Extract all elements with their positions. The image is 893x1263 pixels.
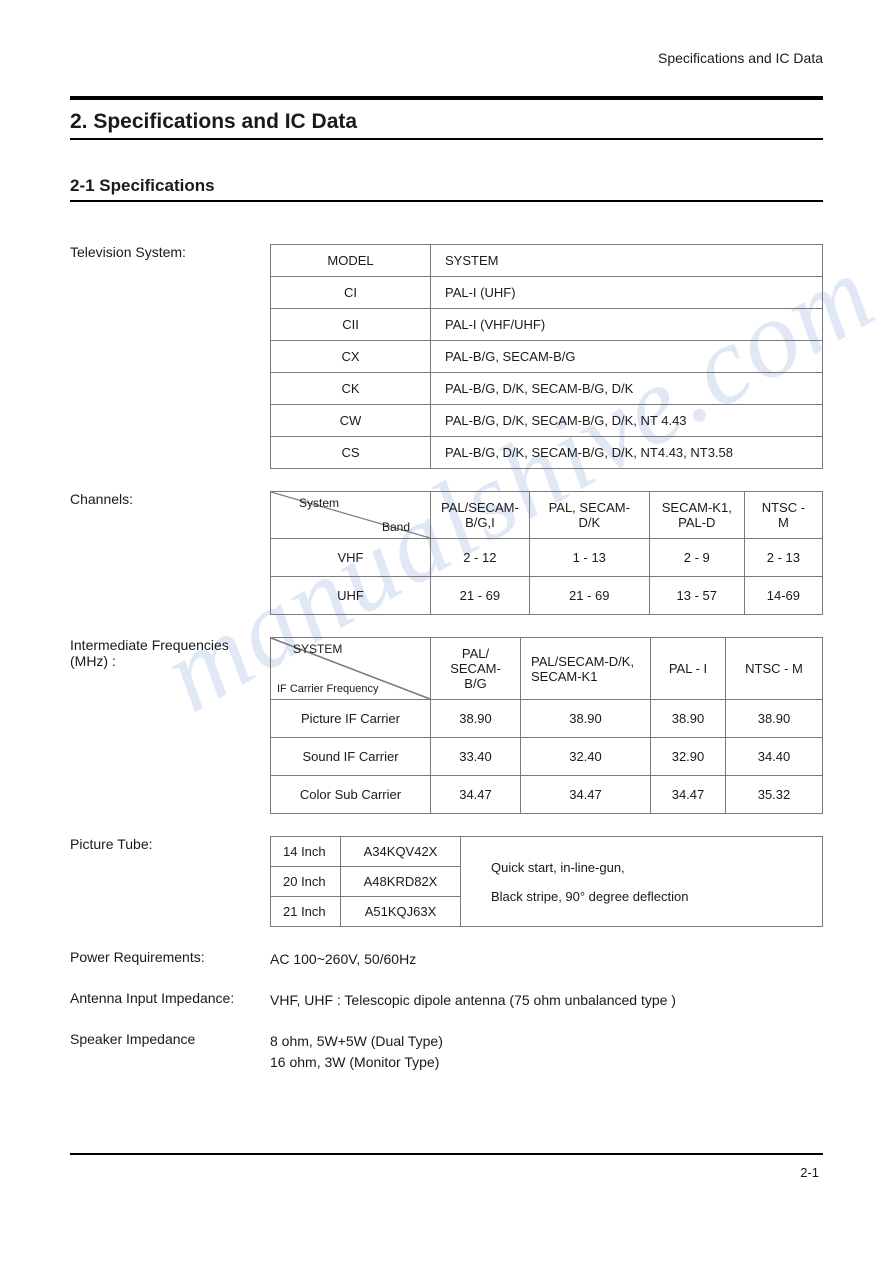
antenna-label: Antenna Input Impedance: bbox=[70, 990, 270, 1006]
table-row: VHF 2 - 12 1 - 13 2 - 9 2 - 13 bbox=[271, 539, 823, 577]
table-row: 14 Inch A34KQV42X Quick start, in-line-g… bbox=[271, 837, 823, 867]
table-row: Color Sub Carrier 34.47 34.47 34.47 35.3… bbox=[271, 776, 823, 814]
tube-label: Picture Tube: bbox=[70, 836, 270, 852]
antenna-value: VHF, UHF : Telescopic dipole antenna (75… bbox=[270, 990, 676, 1011]
col-header-system: SYSTEM bbox=[431, 245, 823, 277]
rule-bottom bbox=[70, 1153, 823, 1155]
page-header: Specifications and IC Data bbox=[70, 50, 823, 66]
table-row: CXPAL-B/G, SECAM-B/G bbox=[271, 341, 823, 373]
table-row: CWPAL-B/G, D/K, SECAM-B/G, D/K, NT 4.43 bbox=[271, 405, 823, 437]
table-row: CSPAL-B/G, D/K, SECAM-B/G, D/K, NT4.43, … bbox=[271, 437, 823, 469]
ifreq-diag-header: SYSTEM IF Carrier Frequency bbox=[271, 638, 431, 700]
tube-table: 14 Inch A34KQV42X Quick start, in-line-g… bbox=[270, 836, 823, 927]
tv-system-table: MODEL SYSTEM CIPAL-I (UHF) CIIPAL-I (VHF… bbox=[270, 244, 823, 469]
table-row: Picture IF Carrier 38.90 38.90 38.90 38.… bbox=[271, 700, 823, 738]
ifreq-label: Intermediate Frequencies (MHz) : bbox=[70, 637, 270, 669]
col-header-model: MODEL bbox=[271, 245, 431, 277]
tv-system-label: Television System: bbox=[70, 244, 270, 260]
table-row: CIPAL-I (UHF) bbox=[271, 277, 823, 309]
page-number: 2-1 bbox=[70, 1165, 823, 1180]
channels-label: Channels: bbox=[70, 491, 270, 507]
section-title: 2. Specifications and IC Data bbox=[70, 106, 823, 140]
table-row: MODEL SYSTEM bbox=[271, 245, 823, 277]
power-label: Power Requirements: bbox=[70, 949, 270, 965]
table-row: UHF 21 - 69 21 - 69 13 - 57 14-69 bbox=[271, 577, 823, 615]
ifreq-table: SYSTEM IF Carrier Frequency PAL/ SECAM- … bbox=[270, 637, 823, 814]
channels-diag-header: System Band bbox=[271, 492, 431, 539]
power-value: AC 100~260V, 50/60Hz bbox=[270, 949, 416, 970]
speaker-value: 8 ohm, 5W+5W (Dual Type) 16 ohm, 3W (Mon… bbox=[270, 1031, 443, 1073]
table-row: CKPAL-B/G, D/K, SECAM-B/G, D/K bbox=[271, 373, 823, 405]
rule-top bbox=[70, 96, 823, 100]
table-row: Sound IF Carrier 33.40 32.40 32.90 34.40 bbox=[271, 738, 823, 776]
tube-desc: Quick start, in-line-gun, Black stripe, … bbox=[461, 837, 823, 927]
channels-table: System Band PAL/SECAM-B/G,I PAL, SECAM- … bbox=[270, 491, 823, 615]
table-row: CIIPAL-I (VHF/UHF) bbox=[271, 309, 823, 341]
subsection-title: 2-1 Specifications bbox=[70, 176, 823, 202]
table-row: System Band PAL/SECAM-B/G,I PAL, SECAM- … bbox=[271, 492, 823, 539]
table-row: SYSTEM IF Carrier Frequency PAL/ SECAM- … bbox=[271, 638, 823, 700]
speaker-label: Speaker Impedance bbox=[70, 1031, 270, 1047]
